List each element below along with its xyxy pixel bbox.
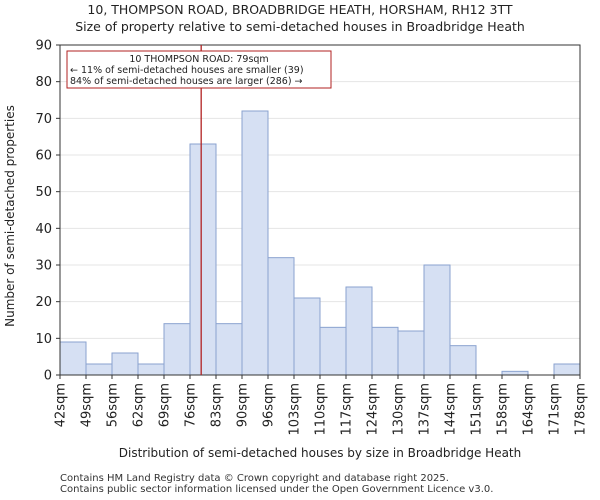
- x-tick-label: 164sqm: [522, 383, 537, 436]
- y-tick-label: 80: [35, 75, 52, 90]
- histogram-chart: 0 10 20 30 40 50 60 70 80 90 42sqm 49sqm 56sqm 62sqm…: [3, 39, 589, 461]
- chart-title: Size of property relative to semi-detach…: [75, 19, 525, 34]
- x-tick-label: 137sqm: [418, 383, 433, 436]
- x-tick-label: 178sqm: [574, 383, 589, 436]
- bar-62sqm: [137, 363, 165, 376]
- footer-copyright: Contains HM Land Registry data © Crown c…: [60, 473, 449, 484]
- x-tick-label: 90sqm: [236, 383, 251, 427]
- y-tick-label: 70: [35, 112, 52, 127]
- bar-103sqm: [293, 297, 321, 376]
- x-tick-label: 144sqm: [444, 383, 459, 436]
- y-tick-label: 90: [35, 39, 52, 54]
- x-tick-label: 62sqm: [132, 383, 147, 427]
- bar-171sqm: [553, 363, 581, 376]
- x-tick-label: 110sqm: [314, 383, 329, 436]
- bar-42sqm: [59, 341, 87, 376]
- property-marker: 10 THOMPSON ROAD: 79sqm← 11% of semi-det…: [66, 45, 332, 375]
- annotation-line: 10 THOMPSON ROAD: 79sqm: [129, 54, 268, 65]
- x-tick-label: 42sqm: [54, 383, 69, 427]
- y-tick-label: 60: [35, 149, 52, 164]
- y-tick-label: 10: [35, 332, 52, 347]
- x-tick-label: 103sqm: [288, 383, 303, 436]
- bar-137sqm: [423, 264, 451, 376]
- x-tick-label: 96sqm: [262, 383, 277, 427]
- y-tick-label: 40: [35, 222, 52, 237]
- annotation-box: [66, 50, 332, 89]
- x-tick-label: 130sqm: [392, 383, 407, 436]
- y-axis-label: Number of semi-detached properties: [3, 105, 17, 327]
- annotation-line: 84% of semi-detached houses are larger (…: [70, 76, 303, 87]
- y-tick-label: 30: [35, 259, 52, 274]
- bar-110sqm: [319, 326, 347, 376]
- bar-76sqm: [189, 143, 217, 376]
- x-tick-label: 158sqm: [496, 383, 511, 436]
- bar-117sqm: [345, 286, 373, 376]
- x-tick-label: 69sqm: [158, 383, 173, 427]
- x-tick-label: 124sqm: [366, 383, 381, 436]
- gridlines: [60, 44, 580, 339]
- y-ticks: 0 10 20 30 40 50 60 70 80 90: [35, 39, 60, 384]
- y-tick-label: 50: [35, 185, 52, 200]
- x-tick-label: 76sqm: [184, 383, 199, 427]
- bar-56sqm: [111, 352, 139, 376]
- y-tick-label: 0: [44, 369, 52, 384]
- x-ticks: 42sqm 49sqm 56sqm 62sqm 69sqm 76sqm 83sqm 90sqm…: [54, 375, 589, 436]
- bar-69sqm: [163, 323, 191, 376]
- footer-licence: Contains public sector information licen…: [60, 484, 494, 495]
- x-tick-label: 171sqm: [548, 383, 563, 436]
- x-tick-label: 56sqm: [106, 383, 121, 427]
- x-tick-label: 83sqm: [210, 383, 225, 427]
- bar-158sqm: [501, 370, 529, 376]
- bar-90sqm: [241, 110, 269, 376]
- bar-130sqm: [397, 330, 425, 376]
- bars: [59, 110, 581, 376]
- bar-124sqm: [371, 326, 399, 376]
- x-axis-label: Distribution of semi-detached houses by …: [119, 446, 522, 460]
- x-tick-label: 49sqm: [80, 383, 95, 427]
- bar-144sqm: [449, 345, 477, 376]
- chart-title-address: 10, THOMPSON ROAD, BROADBRIDGE HEATH, HO…: [87, 2, 513, 17]
- bar-83sqm: [215, 323, 243, 376]
- bar-96sqm: [267, 257, 295, 376]
- bar-49sqm: [85, 363, 113, 376]
- x-tick-label: 151sqm: [470, 383, 485, 436]
- annotation-line: ← 11% of semi-detached houses are smalle…: [70, 65, 304, 76]
- x-tick-label: 117sqm: [340, 383, 355, 436]
- y-tick-label: 20: [35, 295, 52, 310]
